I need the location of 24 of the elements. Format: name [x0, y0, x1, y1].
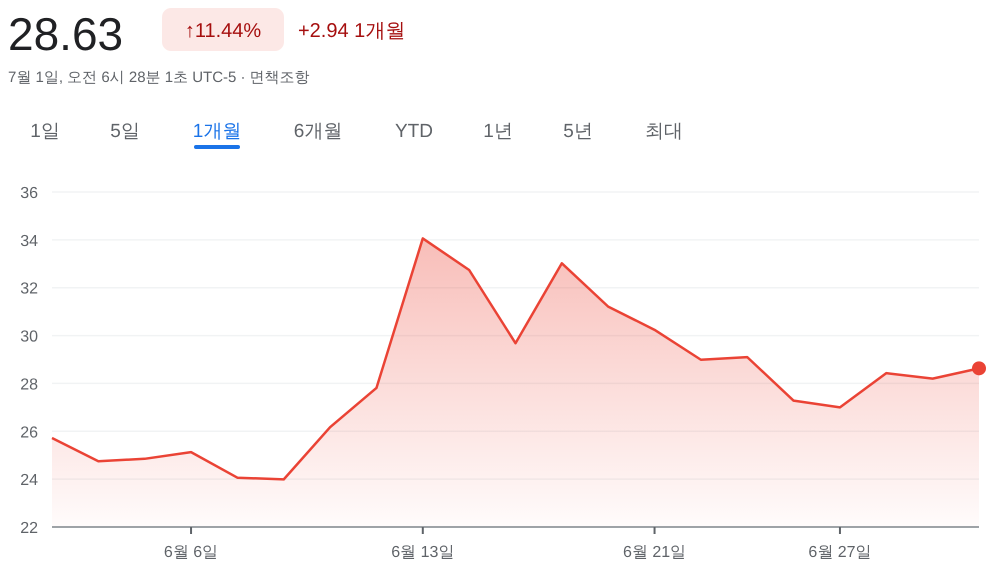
x-tick-label: 6월 21일	[622, 544, 686, 561]
chart-title: 28.63	[8, 8, 124, 60]
y-tick-label: 34	[20, 232, 38, 250]
text: 최대	[645, 121, 683, 142]
text: 1년	[483, 121, 513, 142]
y-tick-label: 36	[20, 185, 38, 202]
text: 5년	[563, 121, 593, 142]
text: YTD	[395, 121, 433, 142]
chart-subtitle: 7월 1일, 오전 6시 28분 1초 UTC-5 · 면책조항	[8, 69, 310, 86]
y-tick-label: 24	[20, 472, 38, 490]
y-tick-label: 22	[20, 520, 38, 537]
text: +2.94 1개월	[298, 20, 406, 42]
y-tick-label: 32	[20, 280, 38, 298]
y-tick-label: 26	[20, 424, 38, 442]
text: 6개월	[294, 121, 342, 142]
text: ↑11.44%	[184, 20, 262, 42]
text: 1개월	[192, 121, 242, 142]
text: 5일	[110, 121, 140, 142]
y-tick-label: 28	[20, 376, 38, 394]
x-tick-label: 6월 13일	[391, 544, 454, 561]
x-tick-label: 6월 6일	[164, 544, 218, 561]
x-tick-label: 6월 27일	[808, 544, 872, 561]
y-tick-label: 30	[20, 328, 38, 346]
text: 1일	[30, 121, 60, 142]
